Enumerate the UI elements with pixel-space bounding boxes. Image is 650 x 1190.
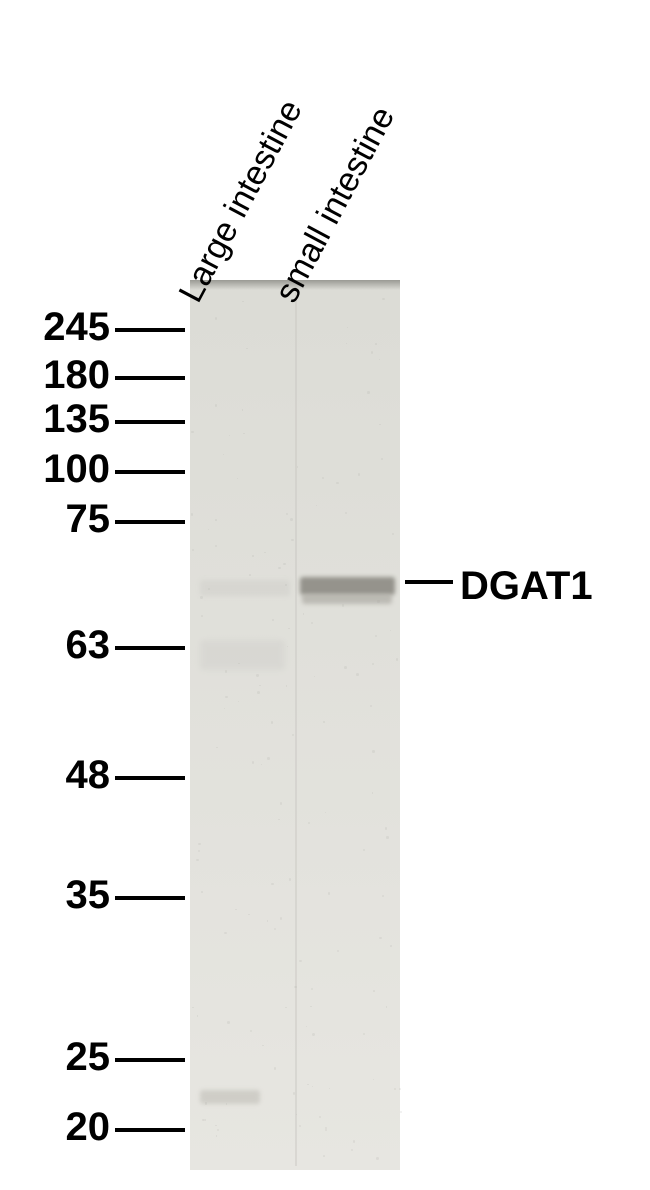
protein-band-2	[200, 580, 290, 596]
protein-band-1	[302, 594, 392, 604]
mw-marker-label-48: 48	[66, 753, 111, 798]
band-annotation-text: DGAT1	[460, 564, 593, 608]
blot-membrane	[190, 280, 400, 1170]
mw-marker-label-63: 63	[66, 623, 111, 668]
mw-marker-tick-35	[115, 896, 185, 900]
mw-marker-tick-245	[115, 328, 185, 332]
mw-marker-label-25: 25	[66, 1035, 111, 1080]
mw-marker-tick-75	[115, 520, 185, 524]
mw-marker-tick-180	[115, 376, 185, 380]
protein-band-4	[200, 1090, 260, 1104]
mw-marker-label-180: 180	[43, 353, 110, 398]
western-blot-figure: Large intestinesmall intestine 245180135…	[0, 0, 650, 1190]
band-annotation-label: DGAT1	[460, 564, 593, 609]
mw-marker-label-35: 35	[66, 873, 111, 918]
noise-speckle	[400, 1111, 402, 1113]
mw-marker-label-20: 20	[66, 1105, 111, 1150]
lane-divider	[295, 288, 297, 1166]
mw-marker-tick-100	[115, 470, 185, 474]
band-annotation-tick	[405, 580, 453, 584]
protein-band-3	[200, 640, 285, 670]
mw-marker-tick-135	[115, 420, 185, 424]
mw-marker-tick-20	[115, 1128, 185, 1132]
mw-marker-tick-25	[115, 1058, 185, 1062]
protein-band-0	[300, 577, 395, 595]
mw-marker-label-245: 245	[43, 305, 110, 350]
mw-marker-tick-48	[115, 776, 185, 780]
mw-marker-label-100: 100	[43, 447, 110, 492]
mw-marker-label-75: 75	[66, 497, 111, 542]
mw-marker-label-135: 135	[43, 397, 110, 442]
mw-marker-tick-63	[115, 646, 185, 650]
